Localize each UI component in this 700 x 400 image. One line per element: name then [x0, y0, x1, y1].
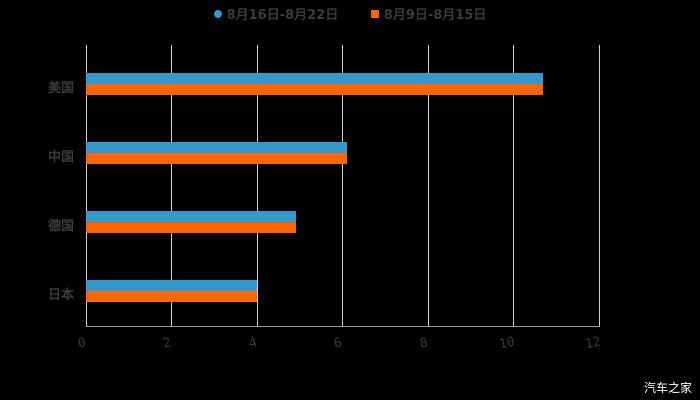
gridline [257, 45, 258, 327]
tick-label: 0 [76, 335, 88, 352]
bar-series1-china[interactable] [86, 142, 347, 153]
gridline [86, 45, 87, 327]
gridline [428, 45, 429, 327]
legend-item-series2[interactable]: 8月9日-8月15日 [370, 4, 487, 23]
category-label: 德国 [48, 219, 75, 234]
watermark: 汽车之家 [643, 381, 692, 395]
category-label: 日本 [48, 288, 75, 303]
tick-label: 8 [418, 335, 430, 352]
gridline [599, 45, 600, 327]
gridline [513, 45, 514, 327]
tick-label: 6 [332, 335, 344, 352]
bar-series1-germany[interactable] [86, 211, 296, 222]
category-label: 中国 [48, 150, 75, 165]
tick-label: 4 [247, 335, 259, 352]
gridline [171, 45, 172, 327]
bar-series2-japan[interactable] [86, 291, 257, 302]
tick-label: 2 [161, 335, 173, 352]
legend-label: 8月16日-8月22日 [226, 8, 339, 23]
category-label: 美国 [48, 81, 75, 96]
chart-legend: 8月16日-8月22日 8月9日-8月15日 [0, 4, 700, 23]
bar-series1-usa[interactable] [86, 73, 543, 84]
bar-series2-germany[interactable] [86, 222, 296, 233]
legend-item-series1[interactable]: 8月16日-8月22日 [213, 4, 339, 23]
circle-marker-icon [213, 9, 222, 18]
x-axis [86, 326, 600, 327]
tick-label: 10 [497, 334, 517, 353]
square-marker-icon [370, 9, 379, 18]
bar-series2-china[interactable] [86, 153, 347, 164]
bar-series2-usa[interactable] [86, 84, 543, 95]
legend-label: 8月9日-8月15日 [383, 8, 487, 23]
bar-series1-japan[interactable] [86, 280, 257, 291]
tick-label: 12 [583, 334, 603, 353]
gridline [342, 45, 343, 327]
